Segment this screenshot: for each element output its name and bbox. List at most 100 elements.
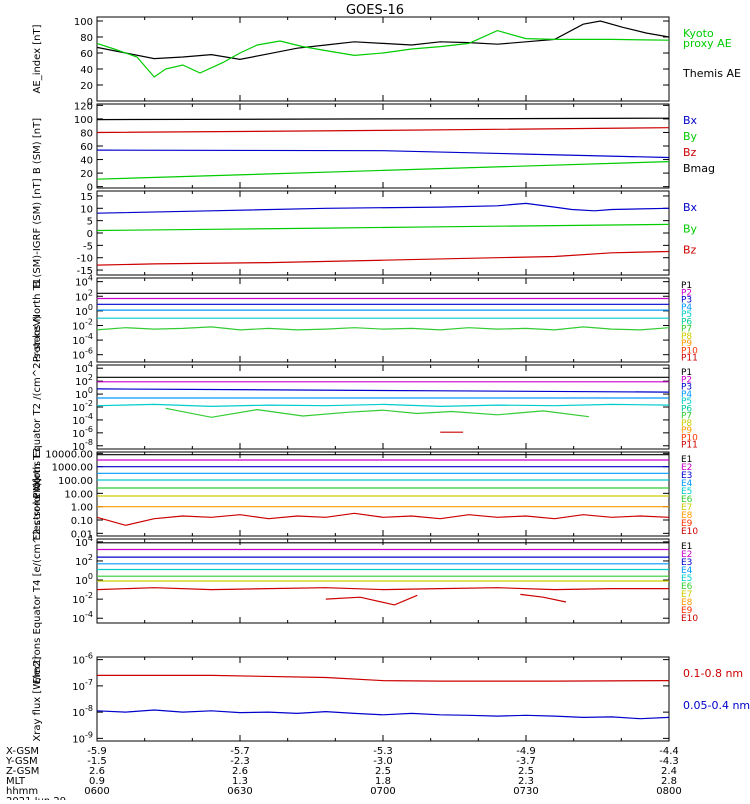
x-axis-value: -5.3 (373, 746, 393, 757)
series-line-bx (96, 202, 670, 214)
legend-entry: 0.1-0.8 nm (683, 667, 743, 680)
series-line-p6 (96, 326, 670, 331)
y-tick-label: 100 (75, 386, 93, 401)
legend-entry: E7 (681, 503, 692, 513)
y-tick-label: 80 (80, 33, 93, 44)
legend-entry: E5 (681, 574, 692, 584)
legend-entry: Bz (683, 146, 697, 159)
series-line-p3 (96, 388, 670, 393)
series-line-e9b (520, 593, 567, 603)
panel-frame (96, 16, 670, 102)
legend-entry: Bx (683, 114, 698, 127)
x-axis-value: 0600 (84, 786, 109, 797)
legend-entry: E9 (681, 519, 693, 529)
legend-entry: P2 (681, 375, 692, 385)
legend-entry: proxy AE (683, 37, 732, 50)
y-axis-label: Xray flux [W/m2] (32, 656, 43, 741)
legend-entry: P3 (681, 296, 692, 306)
legend-entry: By (683, 130, 698, 143)
x-axis-value: -2.3 (230, 756, 250, 767)
legend-entry: P7 (681, 325, 692, 335)
y-tick-label: 104 (75, 360, 93, 375)
y-tick-label: 10-2 (72, 317, 93, 332)
x-axis-value: 0800 (656, 786, 681, 797)
x-axis-value: 1.8 (375, 776, 391, 787)
legend-entry: P10 (681, 433, 698, 443)
legend-entry: E3 (681, 471, 692, 481)
series-line-bx (96, 149, 670, 159)
y-tick-label: -10 (77, 254, 93, 265)
y-tick-label: 10-7 (72, 678, 93, 693)
legend-entry: P11 (681, 441, 698, 451)
legend-entry: E8 (681, 511, 693, 521)
y-tick-label: 10-2 (72, 399, 93, 414)
legend-entry: P3 (681, 383, 692, 393)
series-line-kyoto-proxy-ae (96, 29, 670, 78)
y-tick-label: 1.00 (71, 503, 93, 514)
x-axis-value: 0630 (227, 786, 252, 797)
x-axis-value: 2.6 (232, 766, 248, 777)
x-axis-value: 2.3 (518, 776, 534, 787)
series-line-by (96, 127, 670, 134)
series-line-themis-ae (96, 20, 670, 61)
x-axis-value: 2.5 (375, 766, 391, 777)
x-axis-value: 0.9 (89, 776, 105, 787)
legend-entry: P9 (681, 426, 692, 436)
x-axis-row-label: MLT (6, 776, 26, 787)
series-line-e8 (96, 587, 669, 591)
legend-entry: By (683, 222, 698, 235)
y-tick-label: 60 (80, 142, 93, 153)
x-axis-value: -4.9 (516, 746, 536, 757)
y-tick-label: 10-8 (72, 704, 93, 719)
legend-entry: P5 (681, 310, 692, 320)
series-line-bz (96, 250, 670, 266)
legend-entry: Bmag (683, 162, 715, 175)
y-axis-label: AE_index [nT] (32, 24, 43, 93)
y-tick-label: 10-9 (72, 730, 93, 745)
panel-frame (96, 451, 670, 537)
y-tick-label: 102 (75, 373, 93, 388)
legend-entry: E7 (681, 590, 692, 600)
date-label: 2021 Jun 29 (6, 796, 66, 800)
series-line-p5 (96, 403, 670, 408)
x-axis-value: -5.7 (230, 746, 250, 757)
legend-entry: P5 (681, 397, 692, 407)
x-axis-row-label: hhmm (6, 786, 38, 797)
y-tick-label: 1000.00 (52, 463, 93, 474)
y-tick-label: 10-4 (72, 610, 93, 625)
series-line-p6 (165, 407, 589, 418)
x-axis-value: -5.9 (87, 746, 107, 757)
x-axis-row-label: Y-GSM (5, 756, 38, 767)
y-tick-label: 120 (74, 101, 93, 112)
x-axis-row-label: Z-GSM (6, 766, 39, 777)
legend-entry: P9 (681, 339, 692, 349)
y-axis-label: Electrons Equator T4 [e/(cm^2-s-sr-keV)] (32, 478, 43, 684)
legend-entry: P4 (681, 390, 692, 400)
y-tick-label: 60 (80, 49, 93, 60)
y-tick-label: 10-4 (72, 412, 93, 427)
x-axis-value: 0700 (370, 786, 395, 797)
y-tick-label: 0.01 (71, 529, 93, 540)
y-tick-label: 10-6 (72, 652, 93, 667)
legend-entry: E10 (681, 527, 698, 537)
y-axis-label: B (SM)-IGRF (SM) [nT] (32, 178, 43, 287)
legend-entry: P1 (681, 368, 692, 378)
legend-entry: Bx (683, 201, 698, 214)
legend-entry: E10 (681, 614, 698, 624)
y-tick-label: 100 (75, 572, 93, 587)
y-tick-label: 40 (80, 65, 93, 76)
y-tick-label: 10 (80, 204, 93, 215)
panel-frame (96, 190, 670, 276)
x-axis-value: 2.4 (661, 766, 677, 777)
y-axis-label: Protons North T1 (32, 278, 43, 362)
legend-entry: E1 (681, 542, 692, 552)
x-axis-value: 2.5 (518, 766, 534, 777)
x-axis-value: -3.0 (373, 756, 393, 767)
legend-entry: P6 (681, 404, 692, 414)
legend-entry: P8 (681, 419, 692, 429)
y-tick-label: 0 (87, 229, 93, 240)
y-tick-label: 10-2 (72, 591, 93, 606)
legend-entry: 0.05-0.4 nm (683, 699, 750, 712)
